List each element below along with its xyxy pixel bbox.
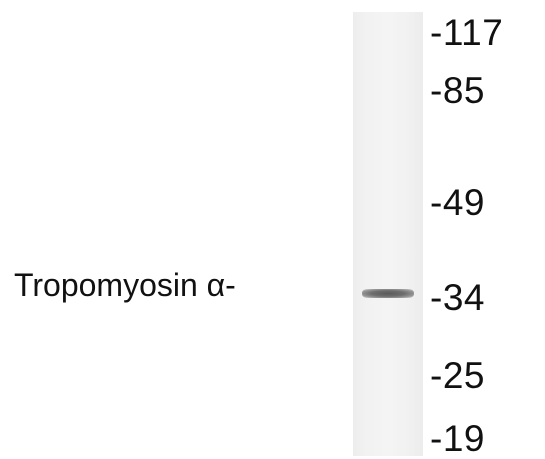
marker-25: -25 — [430, 355, 485, 396]
marker-19: -19 — [430, 418, 485, 459]
marker-85: -85 — [430, 70, 485, 111]
protein-band — [362, 289, 414, 298]
blot-lane — [353, 12, 423, 456]
marker-117: -117 — [430, 12, 504, 53]
marker-34: -34 — [430, 277, 485, 318]
band-label: Tropomyosin α- — [14, 267, 236, 303]
marker-49: -49 — [430, 182, 485, 223]
